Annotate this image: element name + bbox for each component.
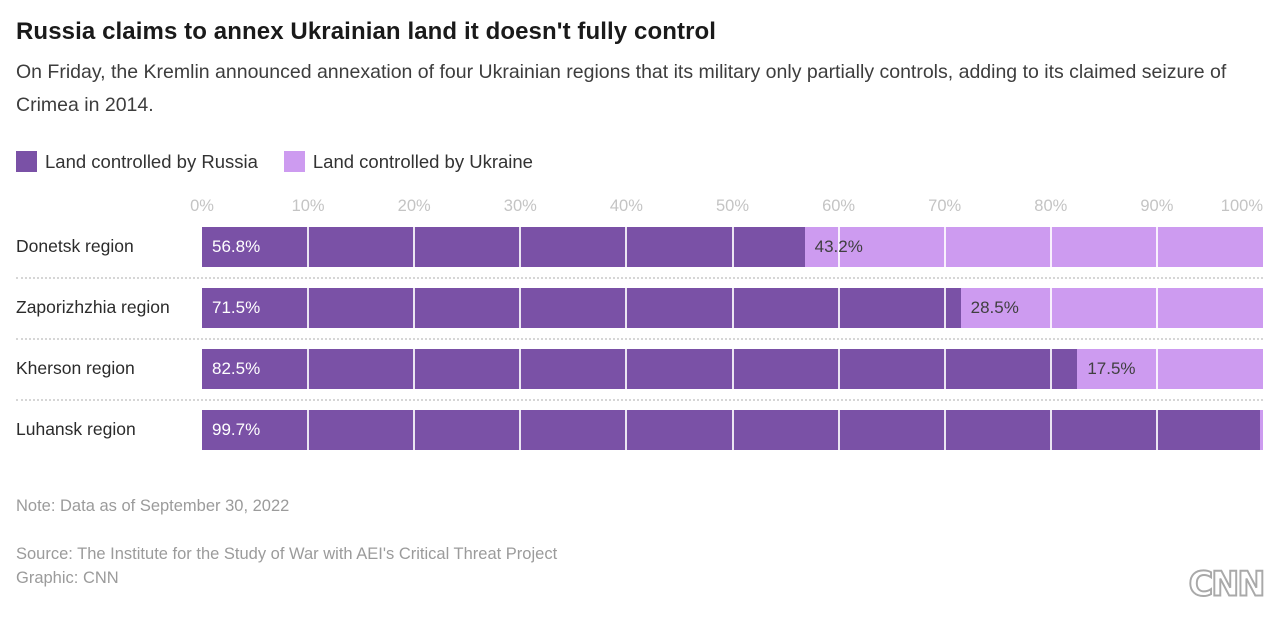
gridline — [413, 409, 416, 450]
note-text: Note: Data as of September 30, 2022 — [16, 496, 290, 515]
gridline — [625, 348, 628, 389]
gridline — [413, 226, 416, 267]
x-axis-tick: 80% — [1034, 196, 1068, 215]
gridline — [413, 287, 416, 328]
gridline — [519, 348, 522, 389]
x-axis-tick: 30% — [503, 196, 537, 215]
category-label: Donetsk region — [16, 236, 134, 256]
bar-russia-segment — [202, 287, 961, 328]
legend-swatch-ukraine-icon — [283, 151, 305, 172]
graphic-credit: Graphic: CNN — [16, 568, 119, 587]
stacked-bar-chart: 0% 10% 20% 30% 40% 50% 60% 70% 80% 90% 100% Donets… — [16, 197, 1263, 450]
bar-ukraine-segment: 71.5% 28.5% — [202, 287, 1263, 328]
gridline — [837, 287, 840, 328]
value-label-russia: 82.5% — [212, 358, 261, 378]
cnn-logo-text: CNN — [1189, 565, 1264, 604]
gridline — [837, 409, 840, 450]
gridline — [519, 409, 522, 450]
gridline — [307, 348, 310, 389]
bar-ukraine-segment: 56.8% 43.2% — [202, 226, 1263, 267]
x-axis-tick: 60% — [822, 196, 856, 215]
gridline — [1049, 226, 1052, 267]
x-axis: 0% 10% 20% 30% 40% 50% 60% 70% 80% 90% 100% — [190, 196, 1263, 217]
x-axis-tick: 20% — [397, 196, 431, 215]
bar-ukraine-segment: 99.7% — [202, 409, 1263, 450]
chart-title: Russia claims to annex Ukrainian land it… — [16, 18, 717, 45]
gridline — [1155, 287, 1158, 328]
chart-row: Luhansk region 99.7% — [16, 409, 1263, 450]
value-label-russia: 71.5% — [212, 297, 261, 317]
gridline — [1155, 409, 1158, 450]
x-axis-tick: 90% — [1140, 196, 1174, 215]
gridline — [837, 226, 840, 267]
bar-russia-segment — [202, 348, 1078, 389]
category-label: Zaporizhzhia region — [16, 297, 170, 317]
legend: Land controlled by Russia Land controlle… — [16, 151, 1263, 173]
gridline — [943, 409, 946, 450]
chart-rows: Donetsk region 56.8% 43.2% Zaporizhzhia reg… — [16, 226, 1263, 450]
x-axis-tick: 70% — [928, 196, 962, 215]
gridline — [307, 226, 310, 267]
bar-russia-segment — [202, 409, 1260, 450]
gridline — [943, 226, 946, 267]
gridline — [307, 287, 310, 328]
legend-swatch-russia-icon — [16, 151, 37, 172]
value-label-russia: 56.8% — [212, 236, 261, 256]
gridline — [943, 348, 946, 389]
gridline — [731, 348, 734, 389]
value-label-ukraine: 43.2% — [814, 236, 863, 256]
gridline — [625, 226, 628, 267]
gridline — [1049, 348, 1052, 389]
category-label: Kherson region — [16, 358, 135, 378]
legend-item-ukraine: Land controlled by Ukraine — [283, 150, 533, 173]
x-axis-tick: 100% — [1220, 196, 1263, 215]
gridline — [943, 287, 946, 328]
x-axis-tick: 50% — [715, 196, 750, 215]
value-label-ukraine: 17.5% — [1087, 358, 1136, 378]
gridline — [1049, 287, 1052, 328]
category-label: Luhansk region — [16, 419, 136, 439]
gridline — [731, 409, 734, 450]
chart-subtitle: On Friday, the Kremlin announced annexat… — [16, 61, 1227, 116]
x-axis-tick: 10% — [291, 196, 325, 215]
row-separator — [16, 276, 1263, 279]
value-label-russia: 99.7% — [212, 419, 261, 439]
value-label-ukraine: 28.5% — [970, 297, 1019, 317]
gridline — [731, 287, 734, 328]
gridline — [625, 287, 628, 328]
gridline — [625, 409, 628, 450]
legend-item-russia: Land controlled by Russia — [16, 151, 258, 173]
bar-russia-segment — [202, 226, 805, 267]
bar-ukraine-segment: 82.5% 17.5% — [202, 348, 1263, 389]
legend-label-russia: Land controlled by Russia — [45, 150, 258, 172]
source-text: Source: The Institute for the Study of W… — [16, 544, 558, 563]
row-separator — [16, 398, 1263, 401]
x-axis-tick: 40% — [609, 196, 643, 215]
cnn-logo: CNN — [1188, 564, 1264, 605]
gridline — [307, 409, 310, 450]
gridline — [1155, 348, 1158, 389]
chart-row: Donetsk region 56.8% 43.2% — [16, 226, 1263, 267]
x-axis-tick: 0% — [190, 196, 214, 215]
chart-row: Zaporizhzhia region 71.5% 28.5% — [16, 287, 1263, 328]
gridline — [413, 348, 416, 389]
gridline — [1155, 226, 1158, 267]
gridline — [1049, 409, 1052, 450]
gridline — [837, 348, 840, 389]
gridline — [731, 226, 734, 267]
row-separator — [16, 337, 1263, 340]
gridline — [519, 226, 522, 267]
gridline — [519, 287, 522, 328]
legend-label-ukraine: Land controlled by Ukraine — [312, 150, 533, 172]
chart-row: Kherson region 82.5% 17.5% — [16, 348, 1263, 389]
